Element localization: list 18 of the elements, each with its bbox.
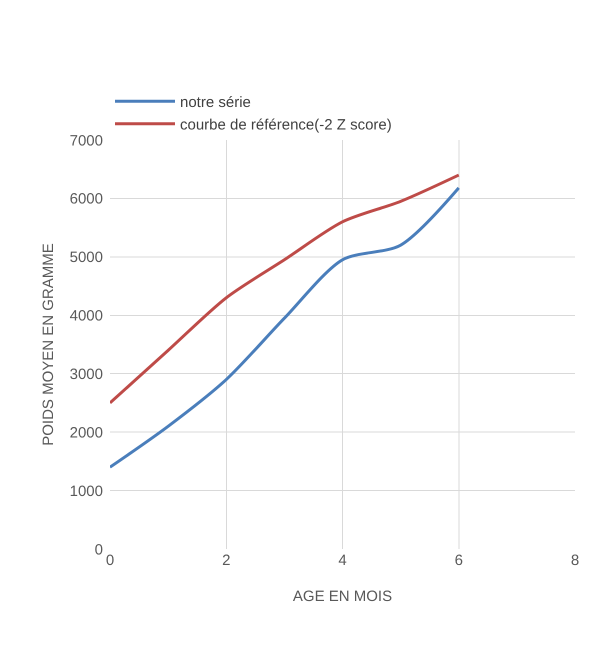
y-axis-title: POIDS MOYEN EN GRAMME: [40, 243, 57, 446]
legend-label: notre série: [180, 94, 251, 112]
y-tick-label: 1000: [70, 482, 103, 500]
y-tick-label: 5000: [70, 249, 103, 266]
x-tick-label: 0: [106, 552, 114, 569]
x-tick-label: 6: [454, 552, 463, 569]
y-tick-label: 6000: [70, 190, 103, 208]
legend-label: courbe de référence(-2 Z score): [180, 116, 392, 134]
x-tick-label: 4: [338, 552, 347, 569]
y-tick-label: 4000: [70, 308, 103, 325]
x-tick-label: 2: [222, 552, 230, 569]
line-series: [110, 174, 460, 404]
y-tick-label: 2000: [70, 424, 103, 442]
y-tick-label: 7000: [70, 132, 103, 150]
x-tick-label: 8: [570, 552, 580, 569]
x-axis-title: AGE EN MOIS: [292, 588, 392, 605]
y-tick-label: 3000: [70, 366, 103, 383]
line-series: [110, 186, 460, 469]
